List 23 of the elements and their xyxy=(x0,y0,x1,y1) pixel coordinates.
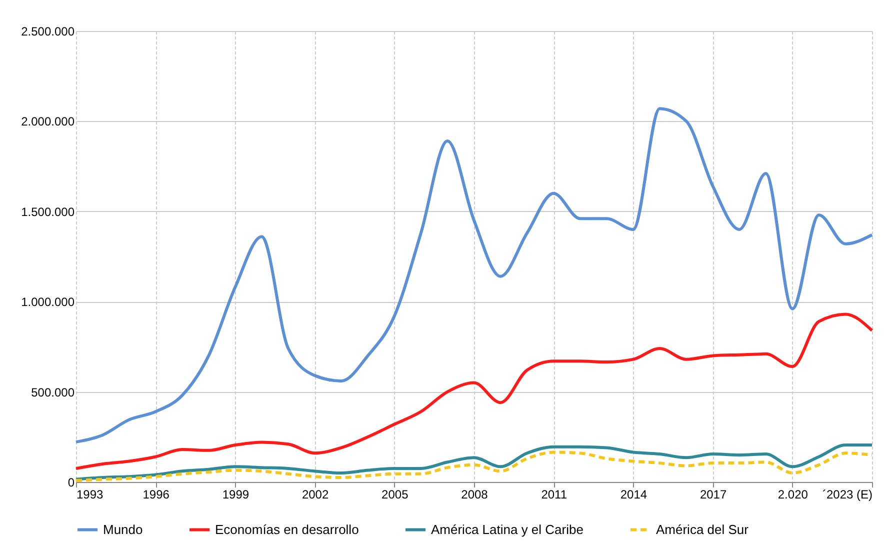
x-tick-label: 2.020 xyxy=(778,488,808,502)
y-tick-label: 0 xyxy=(68,476,75,490)
x-tick-label: 1996 xyxy=(142,488,170,502)
legend-label: América Latina y el Caribe xyxy=(431,522,584,537)
line-series xyxy=(74,107,874,444)
legend-label: Mundo xyxy=(103,522,143,537)
x-tick-label: 1993 xyxy=(76,488,104,502)
y-tick-label: 500.000 xyxy=(31,385,75,400)
legend-label: Economías en desarrollo xyxy=(215,522,359,537)
x-tick-label: ´2023 (E) xyxy=(822,488,872,502)
x-tick-label: 2008 xyxy=(461,488,488,502)
y-tick-label: 1.000.000 xyxy=(21,295,75,310)
x-tick-label: 2014 xyxy=(620,488,648,502)
x-tick-label: 2017 xyxy=(700,488,727,502)
y-tick-label: 2.000.000 xyxy=(21,114,75,129)
x-tick-label: 2005 xyxy=(382,488,409,502)
x-tick-label: 2011 xyxy=(541,488,568,502)
legend-label: América del Sur xyxy=(656,522,750,537)
x-tick-label: 1999 xyxy=(222,488,250,502)
y-tick-label: 2.500.000 xyxy=(21,24,75,38)
y-tick-label: 1.500.000 xyxy=(21,204,75,219)
line-series xyxy=(74,312,874,470)
x-tick-label: 2002 xyxy=(302,488,329,502)
